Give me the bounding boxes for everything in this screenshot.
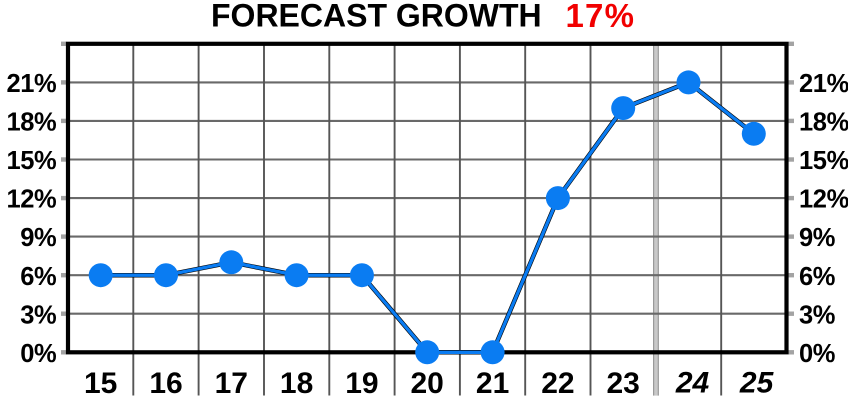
svg-text:12%: 12% xyxy=(6,186,56,214)
svg-text:23: 23 xyxy=(607,367,640,400)
svg-text:0%: 0% xyxy=(20,340,56,368)
svg-text:6%: 6% xyxy=(799,263,835,291)
svg-text:15: 15 xyxy=(84,367,117,400)
svg-text:18%: 18% xyxy=(799,109,848,137)
svg-text:22: 22 xyxy=(541,367,574,400)
svg-text:24: 24 xyxy=(675,367,710,400)
svg-text:3%: 3% xyxy=(799,301,835,329)
svg-text:12%: 12% xyxy=(799,186,848,214)
svg-text:25: 25 xyxy=(739,367,775,400)
svg-text:18: 18 xyxy=(280,367,313,400)
svg-text:17: 17 xyxy=(215,367,248,400)
svg-text:17%: 17% xyxy=(566,0,636,34)
svg-text:3%: 3% xyxy=(20,301,56,329)
svg-text:9%: 9% xyxy=(20,224,56,252)
svg-text:18%: 18% xyxy=(6,109,56,137)
svg-text:16: 16 xyxy=(149,367,182,400)
svg-text:9%: 9% xyxy=(799,224,835,252)
svg-text:0%: 0% xyxy=(799,340,835,368)
svg-text:6%: 6% xyxy=(20,263,56,291)
svg-text:21%: 21% xyxy=(6,70,56,98)
svg-text:15%: 15% xyxy=(799,147,848,175)
svg-text:21: 21 xyxy=(476,367,509,400)
svg-text:15%: 15% xyxy=(6,147,56,175)
svg-text:20: 20 xyxy=(411,367,444,400)
svg-text:19: 19 xyxy=(345,367,378,400)
svg-text:FORECAST GROWTH: FORECAST GROWTH xyxy=(211,0,542,34)
svg-text:21%: 21% xyxy=(799,70,848,98)
